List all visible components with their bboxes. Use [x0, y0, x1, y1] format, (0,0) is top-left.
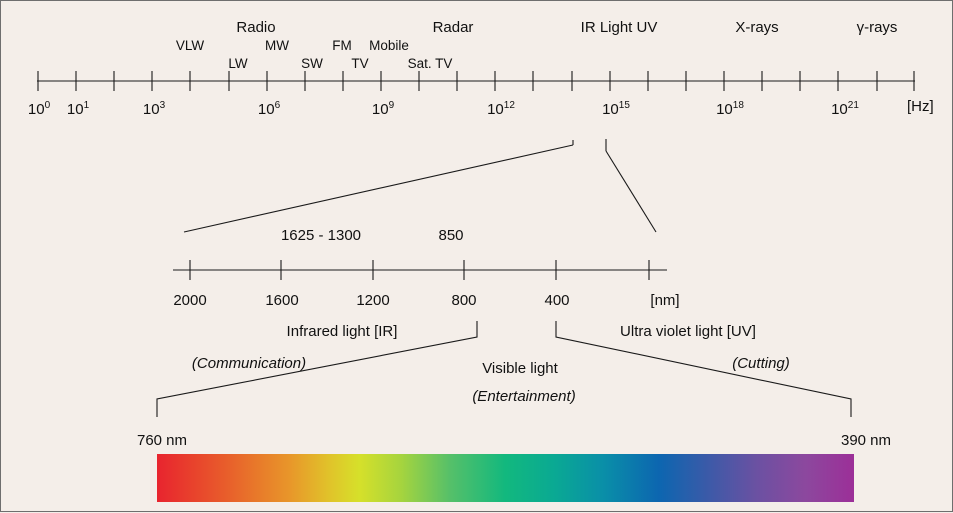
- spectrum-right-label: 390 nm: [840, 432, 892, 449]
- band-label-radar: Radar: [432, 19, 474, 36]
- sub-label-sat-tv: Sat. TV: [407, 56, 453, 71]
- ultraviolet-use-label: (Cutting): [732, 355, 790, 372]
- sub-label-mw: MW: [265, 38, 289, 53]
- freq-unit: [Hz]: [907, 98, 934, 115]
- wavelength-tick-label: 1200: [356, 292, 390, 309]
- wavelength-unit: [nm]: [650, 292, 680, 309]
- sub-label-tv: TV: [351, 56, 369, 71]
- freq-tick-label: 1018: [716, 100, 744, 118]
- sub-label-vlw: VLW: [175, 38, 205, 53]
- freq-tick-label: 101: [66, 100, 90, 118]
- freq-tick-label: 1015: [602, 100, 630, 118]
- band-label-x-rays: X-rays: [735, 19, 779, 36]
- visible-spectrum-bar: [157, 454, 854, 502]
- sub-label-fm: FM: [332, 38, 352, 53]
- visible-bracket-left: [156, 321, 478, 417]
- visible-light-label: Visible light: [482, 360, 558, 377]
- sub-label-lw: LW: [228, 56, 248, 71]
- ultraviolet-label: Ultra violet light [UV]: [620, 323, 756, 340]
- freq-tick-label: 100: [27, 100, 51, 118]
- wavelength-tick-label: 800: [451, 292, 477, 309]
- annotation-850: 850: [438, 227, 464, 244]
- band-label-gamma-rays: γ-rays: [856, 19, 898, 36]
- infrared-label: Infrared light [IR]: [286, 323, 398, 340]
- zoom-line-left: [183, 144, 574, 233]
- freq-tick-label: 103: [142, 100, 166, 118]
- band-label-radio: Radio: [236, 19, 276, 36]
- wavelength-tick-label: 2000: [173, 292, 207, 309]
- wavelength-tick-label: 1600: [265, 292, 299, 309]
- freq-tick-label: 106: [257, 100, 281, 118]
- sub-label-mobile: Mobile: [369, 38, 409, 53]
- wavelength-tick-label: 400: [544, 292, 570, 309]
- visible-use-label: (Entertainment): [472, 388, 576, 405]
- spectrum-left-label: 760 nm: [136, 432, 188, 449]
- freq-tick-label: 109: [371, 100, 395, 118]
- visible-bracket-right: [555, 321, 852, 417]
- freq-tick-label: 1012: [487, 100, 515, 118]
- band-label-ir-light-uv: IR Light UV: [580, 19, 658, 36]
- infrared-use-label: (Communication): [191, 355, 307, 372]
- zoom-line-right: [605, 150, 657, 233]
- freq-tick-label: 1021: [831, 100, 859, 118]
- sub-label-sw: SW: [301, 56, 323, 71]
- annotation-1625-1300: 1625 - 1300: [280, 227, 362, 244]
